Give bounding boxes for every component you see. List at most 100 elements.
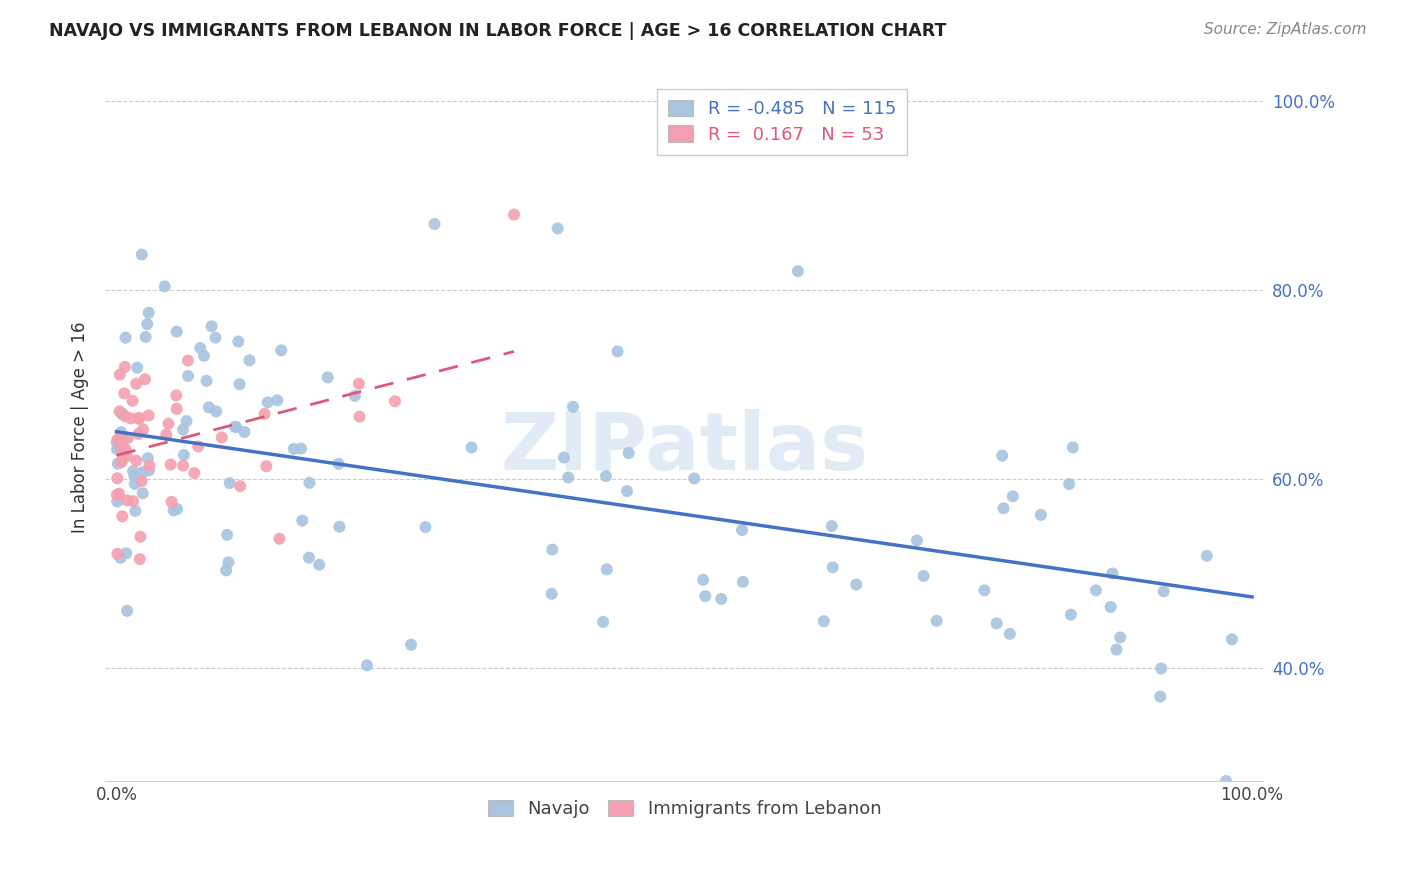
Point xyxy=(973,583,995,598)
Point xyxy=(115,449,138,463)
Point xyxy=(238,353,260,368)
Point xyxy=(105,494,128,508)
Point xyxy=(177,369,200,384)
Point xyxy=(114,409,136,424)
Point xyxy=(173,448,195,462)
Point xyxy=(1057,477,1080,491)
Point xyxy=(925,614,948,628)
Point xyxy=(211,431,233,445)
Point xyxy=(111,453,134,467)
Point xyxy=(176,414,198,428)
Point xyxy=(166,502,188,516)
Point xyxy=(905,533,928,548)
Point xyxy=(821,560,844,574)
Point xyxy=(731,523,754,537)
Point xyxy=(187,439,209,453)
Point xyxy=(228,377,250,392)
Point xyxy=(845,577,868,591)
Point xyxy=(115,546,138,560)
Point xyxy=(692,573,714,587)
Point xyxy=(157,417,180,431)
Point xyxy=(291,514,314,528)
Point xyxy=(1062,441,1084,455)
Point xyxy=(177,353,200,368)
Point xyxy=(224,419,246,434)
Point xyxy=(1215,774,1237,789)
Point xyxy=(117,431,139,445)
Point xyxy=(695,589,717,603)
Point xyxy=(111,407,134,421)
Point xyxy=(218,476,240,491)
Point xyxy=(124,504,146,518)
Point xyxy=(1105,642,1128,657)
Point xyxy=(253,407,276,421)
Point xyxy=(114,359,136,374)
Point xyxy=(105,471,128,485)
Point xyxy=(1220,632,1243,647)
Point xyxy=(138,463,160,477)
Text: NAVAJO VS IMMIGRANTS FROM LEBANON IN LABOR FORCE | AGE > 16 CORRELATION CHART: NAVAJO VS IMMIGRANTS FROM LEBANON IN LAB… xyxy=(49,22,946,40)
Point xyxy=(270,343,292,358)
Point xyxy=(993,501,1015,516)
Point xyxy=(683,471,706,485)
Point xyxy=(821,519,844,533)
Point xyxy=(1060,607,1083,622)
Point xyxy=(159,458,181,472)
Point xyxy=(316,370,339,384)
Legend: Navajo, Immigrants from Lebanon: Navajo, Immigrants from Lebanon xyxy=(481,792,889,825)
Point xyxy=(1101,566,1123,581)
Point xyxy=(256,395,278,409)
Text: Source: ZipAtlas.com: Source: ZipAtlas.com xyxy=(1204,22,1367,37)
Point xyxy=(121,393,143,408)
Point xyxy=(125,454,148,468)
Point xyxy=(131,465,153,479)
Point xyxy=(195,374,218,388)
Point xyxy=(384,394,406,409)
Point xyxy=(165,388,187,402)
Point xyxy=(269,532,291,546)
Point xyxy=(110,425,132,440)
Point xyxy=(112,386,135,401)
Point xyxy=(290,442,312,456)
Text: ZIPatlas: ZIPatlas xyxy=(501,409,869,487)
Point xyxy=(111,435,134,450)
Point xyxy=(1001,489,1024,503)
Point xyxy=(986,616,1008,631)
Point xyxy=(166,325,188,339)
Point xyxy=(547,221,569,235)
Point xyxy=(540,587,562,601)
Point xyxy=(138,458,160,473)
Point xyxy=(298,550,321,565)
Point xyxy=(128,426,150,441)
Point xyxy=(105,442,128,457)
Point xyxy=(328,520,350,534)
Point xyxy=(562,400,585,414)
Point xyxy=(553,450,575,465)
Point xyxy=(115,604,138,618)
Point xyxy=(399,638,422,652)
Point xyxy=(153,279,176,293)
Point xyxy=(122,494,145,508)
Point xyxy=(105,433,128,447)
Point xyxy=(172,458,194,473)
Point xyxy=(198,401,221,415)
Point xyxy=(1153,584,1175,599)
Point xyxy=(110,445,132,459)
Point xyxy=(1149,690,1171,704)
Point xyxy=(617,446,640,460)
Point xyxy=(111,509,134,524)
Point xyxy=(298,475,321,490)
Point xyxy=(128,410,150,425)
Point xyxy=(138,409,160,423)
Point xyxy=(166,401,188,416)
Point xyxy=(172,423,194,437)
Point xyxy=(135,330,157,344)
Point xyxy=(138,306,160,320)
Point xyxy=(108,368,131,382)
Point xyxy=(415,520,437,534)
Point xyxy=(131,474,153,488)
Point xyxy=(991,449,1014,463)
Point xyxy=(343,389,366,403)
Point xyxy=(131,247,153,261)
Point xyxy=(616,484,638,499)
